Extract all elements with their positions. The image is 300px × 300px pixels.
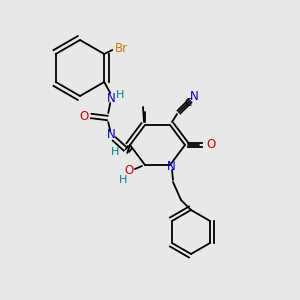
Text: O: O [206, 139, 216, 152]
Text: H: H [119, 175, 127, 185]
Text: N: N [167, 160, 176, 173]
Text: N: N [107, 128, 116, 142]
Text: C: C [184, 98, 192, 108]
Text: N: N [190, 91, 198, 103]
Text: O: O [80, 110, 89, 122]
Text: Br: Br [115, 43, 128, 56]
Text: H: H [116, 90, 124, 100]
Text: O: O [124, 164, 134, 178]
Text: N: N [107, 92, 116, 104]
Text: H: H [111, 147, 119, 157]
